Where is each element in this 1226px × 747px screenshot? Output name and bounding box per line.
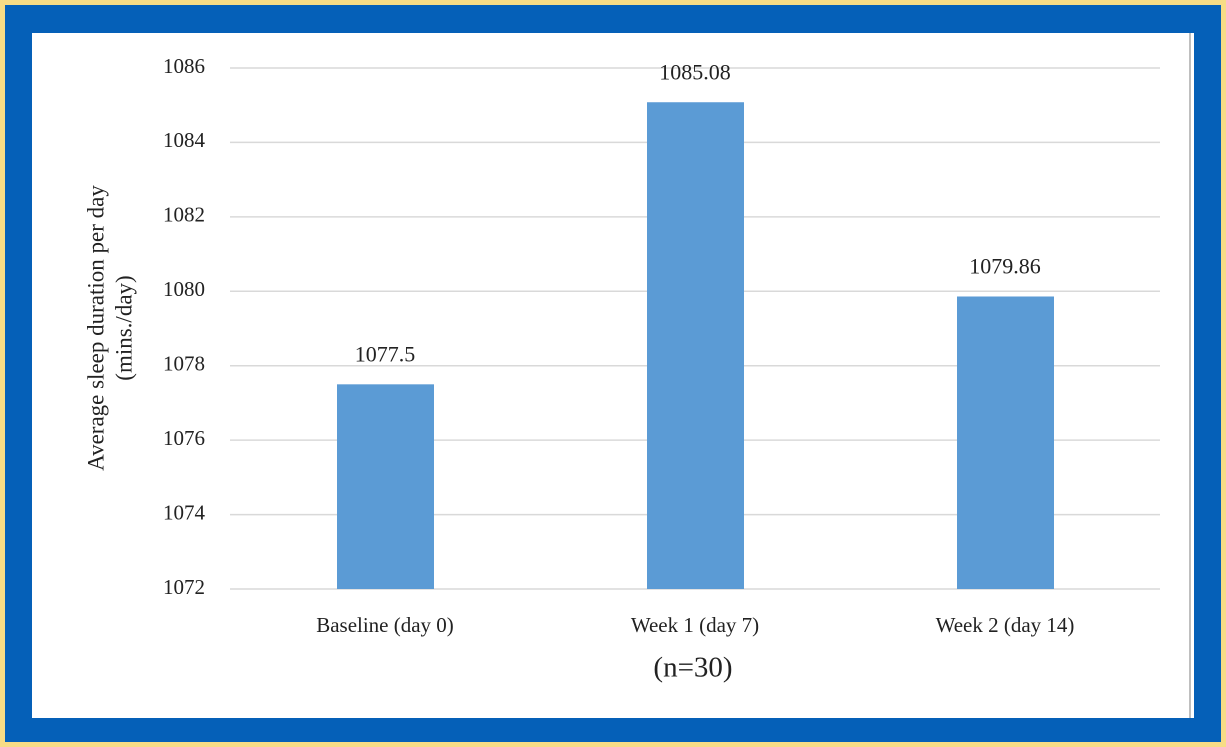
bar	[957, 296, 1054, 589]
data-label: 1077.5	[355, 341, 416, 366]
x-axis-label: (n=30)	[653, 652, 732, 684]
y-tick-label: 1078	[163, 352, 205, 376]
x-tick-label: Week 1 (day 7)	[631, 613, 759, 637]
data-label: 1085.08	[659, 59, 731, 84]
y-tick-label: 1072	[163, 575, 205, 599]
x-tick-label: Week 2 (day 14)	[936, 613, 1075, 637]
bar	[647, 102, 744, 589]
y-tick-label: 1084	[163, 128, 206, 152]
y-tick-label: 1082	[163, 203, 205, 227]
y-axis-label: Average sleep duration per day	[83, 185, 108, 471]
y-tick-label: 1074	[163, 500, 206, 524]
y-tick-label: 1076	[163, 426, 205, 450]
x-tick-label: Baseline (day 0)	[316, 613, 454, 637]
y-tick-label: 1086	[163, 54, 205, 78]
y-axis-label: (mins./day)	[111, 275, 136, 380]
y-tick-label: 1080	[163, 277, 205, 301]
data-label: 1079.86	[969, 254, 1041, 279]
bar	[337, 384, 434, 589]
